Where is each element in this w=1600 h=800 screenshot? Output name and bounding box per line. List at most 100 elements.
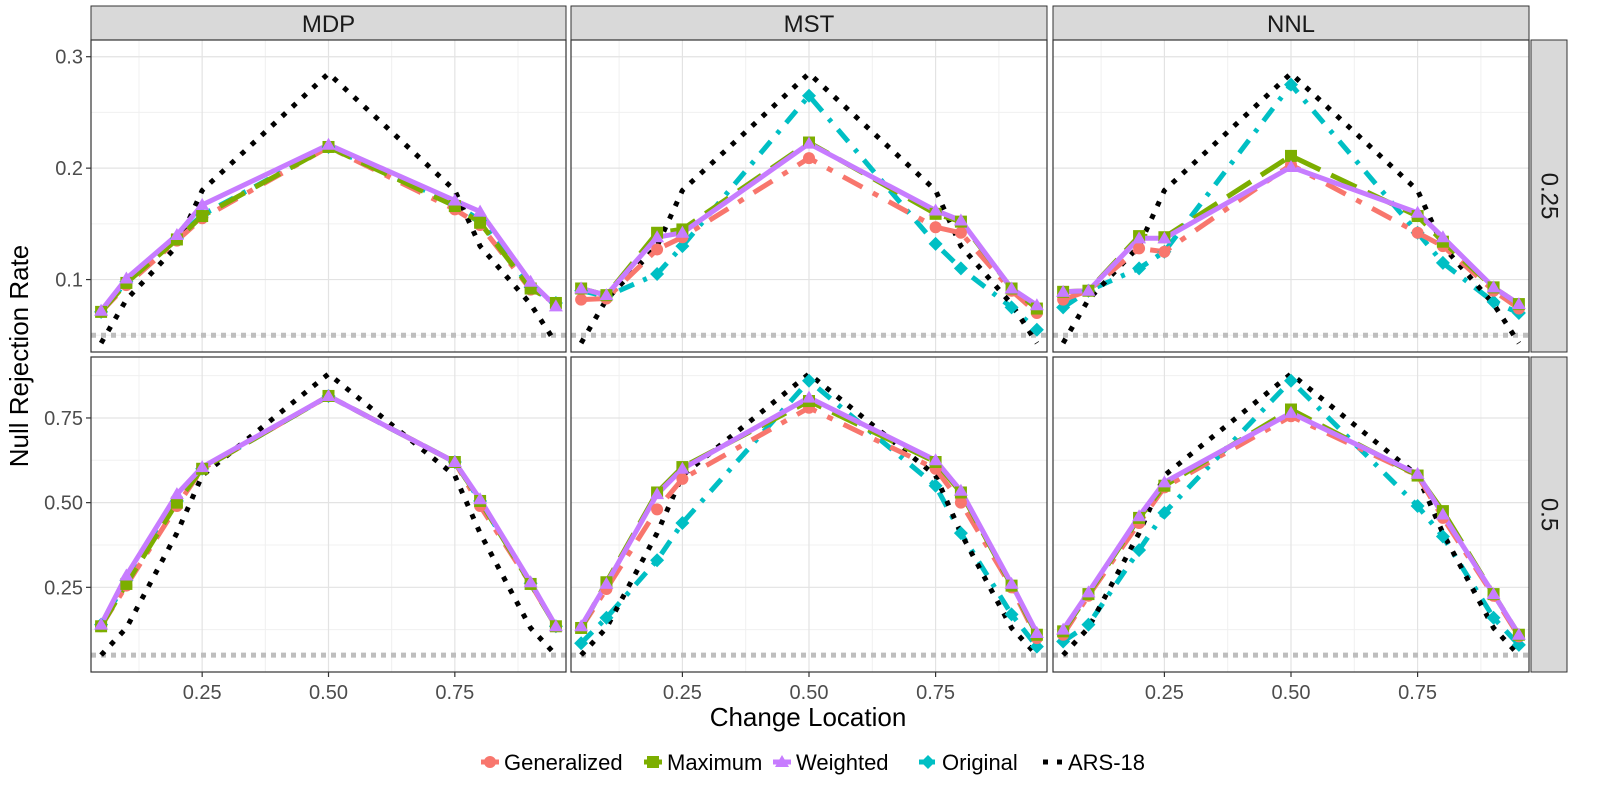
data-point-weighted	[473, 204, 488, 217]
data-point-generalized	[803, 152, 815, 165]
data-point-original	[953, 526, 968, 541]
data-point-original	[1486, 294, 1501, 309]
data-point-weighted	[1004, 281, 1019, 294]
data-point-original	[675, 515, 690, 530]
data-point-generalized	[651, 503, 664, 516]
data-point-original	[599, 610, 614, 625]
data-point-weighted	[1486, 280, 1501, 293]
data-point-weighted	[94, 303, 109, 316]
data-point-weighted	[1410, 466, 1425, 479]
data-point-weighted	[574, 619, 589, 632]
data-point-original	[1132, 261, 1147, 276]
data-point-weighted	[650, 230, 665, 243]
data-point-original	[1486, 610, 1501, 625]
data-point-weighted	[574, 281, 589, 294]
facet-strip-row-0.5: 0.5	[1530, 356, 1568, 673]
x-tick-label: 0.75	[435, 682, 474, 704]
x-tick-label: 0.50	[790, 682, 829, 704]
data-point-generalized	[575, 293, 588, 306]
data-point-weighted	[1435, 230, 1450, 243]
data-point-weighted	[195, 460, 210, 473]
data-point-original	[802, 373, 816, 388]
strip-background	[1052, 5, 1530, 41]
series-line-original	[580, 93, 1039, 332]
data-point-generalized	[676, 472, 689, 485]
data-point-weighted	[195, 197, 210, 210]
legend-label: Generalized	[504, 750, 623, 775]
data-point-generalized	[954, 226, 967, 239]
legend-label: Maximum	[667, 750, 762, 775]
data-point-weighted	[321, 388, 336, 401]
panel-mdp-0.25: 0.1 0.2 0.3	[55, 39, 567, 353]
panel-nnl-0.5: 0.25 0.50 0.75	[1052, 356, 1530, 704]
y-tick-label: 0.75	[44, 408, 83, 430]
legend-key-marker	[921, 755, 935, 769]
data-point-weighted	[447, 455, 462, 467]
x-tick-label: 0.25	[663, 682, 702, 704]
x-tick-label: 0.50	[309, 682, 348, 704]
data-point-generalized	[954, 496, 967, 509]
strip-label: MST	[784, 11, 835, 38]
data-point-weighted	[1284, 405, 1298, 418]
data-point-original	[953, 261, 968, 276]
x-tick-label: 0.75	[916, 682, 955, 704]
series-line-ars-18	[1060, 70, 1521, 345]
data-point-original	[1157, 505, 1172, 520]
panel-mst-0.25	[570, 39, 1048, 353]
data-point-generalized	[1158, 245, 1171, 258]
y-tick-label: 0.50	[44, 493, 83, 515]
data-point-maximum	[196, 210, 209, 223]
data-point-weighted	[169, 228, 184, 240]
x-tick-label: 0.25	[183, 682, 222, 704]
legend-item-maximum: Maximum	[644, 750, 762, 775]
y-axis-title: Null Rejection Rate	[4, 245, 34, 468]
series-line-ars-18	[99, 371, 558, 657]
data-point-weighted	[802, 136, 816, 149]
strip-label: NNL	[1267, 11, 1315, 38]
panel-border	[570, 39, 1048, 353]
data-point-original	[1511, 637, 1526, 652]
x-tick-label: 0.50	[1272, 682, 1311, 704]
data-point-maximum	[120, 577, 133, 590]
data-point-weighted	[1029, 298, 1044, 311]
data-point-original	[1435, 255, 1450, 270]
data-point-original	[1410, 499, 1425, 514]
panels-layer: MDP MST NNL0.250.50.10.20.30.250.500.750.2…	[44, 5, 1568, 704]
data-point-weighted	[169, 487, 184, 500]
data-point-maximum	[170, 496, 183, 509]
x-tick-label: 0.25	[1145, 682, 1184, 704]
data-point-original	[1081, 617, 1096, 632]
series-line-ars-18	[578, 70, 1039, 345]
data-point-weighted	[1132, 231, 1147, 244]
y-tick-label: 0.25	[44, 577, 83, 599]
strip-background	[1530, 356, 1568, 673]
legend-item-generalized: Generalized	[481, 750, 623, 775]
data-point-maximum	[1285, 149, 1297, 162]
data-point-original	[1029, 639, 1044, 654]
data-point-weighted	[1511, 627, 1526, 640]
data-point-original	[650, 553, 665, 568]
data-point-original	[802, 88, 816, 103]
y-tick-label: 0.2	[55, 158, 83, 180]
facet-strip-nnl: NNL	[1052, 5, 1530, 41]
strip-label: MDP	[302, 11, 355, 38]
data-point-weighted	[1511, 297, 1526, 310]
facet-strip-row-0.25: 0.25	[1530, 39, 1568, 353]
data-point-original	[1284, 373, 1298, 388]
data-point-generalized	[1411, 226, 1424, 239]
data-point-weighted	[321, 137, 336, 150]
legend-item-original: Original	[919, 750, 1018, 775]
data-point-weighted	[473, 492, 488, 505]
data-point-weighted	[548, 299, 563, 312]
data-point-weighted	[523, 575, 538, 588]
data-point-maximum	[474, 216, 487, 229]
panel-border	[1052, 39, 1530, 353]
data-point-generalized	[651, 243, 664, 256]
strip-background	[570, 5, 1048, 41]
panel-mdp-0.5: 0.25 0.50 0.75 0.25 0.50 0.75	[44, 356, 567, 704]
data-point-weighted	[1056, 284, 1071, 297]
strip-background	[1530, 39, 1568, 353]
data-point-original	[675, 239, 690, 254]
series-line-ars-18	[579, 371, 1039, 657]
